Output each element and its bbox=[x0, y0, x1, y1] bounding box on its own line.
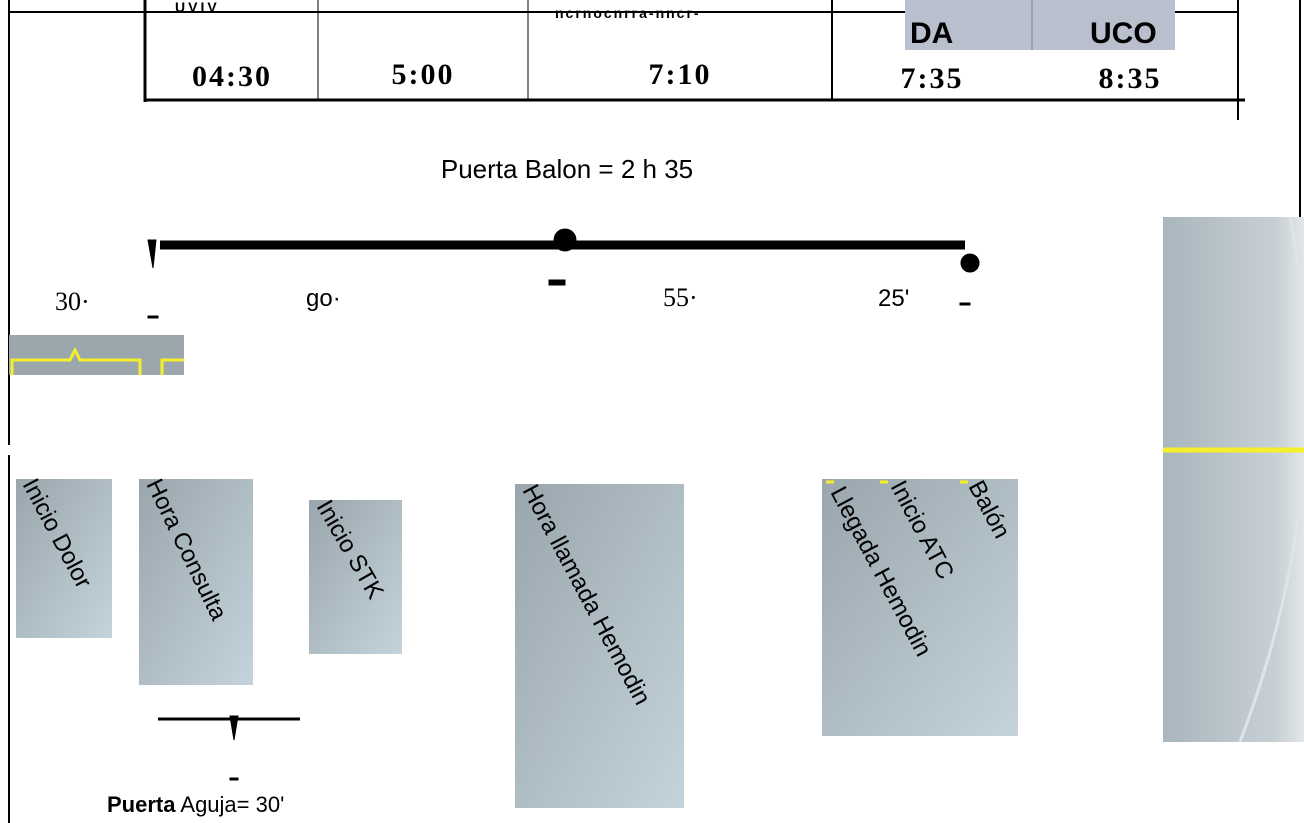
header-fragment: ncrnocnrra-nncr- bbox=[555, 5, 701, 21]
door-to-needle-bold: Puerta bbox=[107, 792, 176, 817]
interval: 55· bbox=[663, 283, 698, 312]
timeline bbox=[148, 229, 979, 318]
times-row: 04:30 5:00 7:10 7:35 8:35 bbox=[192, 58, 1162, 95]
door-to-needle-text: Aguja= 30' bbox=[180, 792, 284, 817]
time: 8:35 bbox=[1099, 62, 1162, 95]
header-fragment: UVIV bbox=[175, 0, 220, 15]
time: 7:10 bbox=[649, 58, 712, 91]
interval: 25' bbox=[878, 285, 909, 312]
yellow-crop bbox=[9, 335, 184, 375]
header-fragment: DA bbox=[910, 17, 953, 50]
slide: UVIV ncrnocnrra-nncr- DA UCO 04:30 5:00 … bbox=[0, 0, 1304, 823]
time: 7:35 bbox=[901, 62, 964, 95]
time: 04:30 bbox=[192, 60, 272, 93]
interval: 30· bbox=[55, 287, 90, 316]
intervals: 30· go· 55· 25' bbox=[55, 283, 909, 316]
door-to-balloon: Puerta Balon = 2 h 35 bbox=[441, 154, 693, 184]
interval: go· bbox=[306, 285, 341, 312]
header-fragment: UCO bbox=[1090, 17, 1157, 50]
door-to-needle: Puerta Aguja= 30' bbox=[107, 792, 284, 817]
door-to-needle-bar bbox=[158, 716, 300, 780]
time: 5:00 bbox=[392, 58, 455, 91]
